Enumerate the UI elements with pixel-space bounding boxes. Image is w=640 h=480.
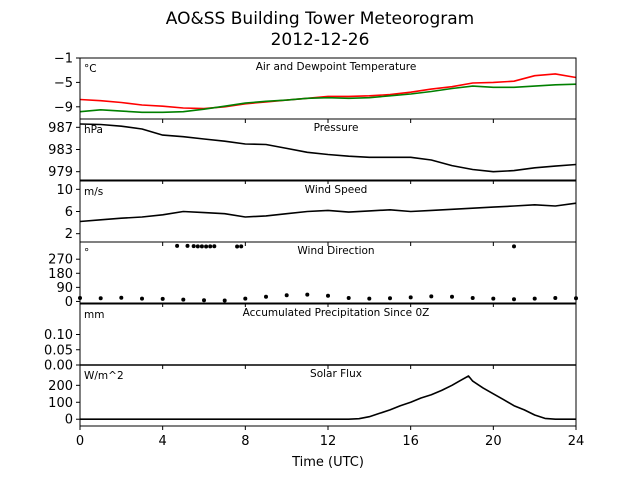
data-point — [512, 297, 516, 302]
data-point — [264, 294, 268, 299]
panel-5: 0.100.050.00 Accumulated Precipitation Si… — [44, 303, 577, 374]
y-tick-label: 0.10 — [44, 328, 73, 343]
data-point — [185, 243, 190, 248]
x-tick-label: 4 — [159, 434, 167, 449]
unit-label: hPa — [84, 124, 103, 136]
y-tick-label: 200 — [48, 379, 73, 394]
data-point — [305, 292, 310, 297]
unit-label: ° — [84, 247, 89, 259]
panel-title: Wind Speed — [305, 184, 368, 196]
data-point — [470, 296, 475, 300]
data-point — [243, 296, 248, 301]
data-point — [346, 296, 351, 300]
y-tick-label: 0.05 — [44, 343, 73, 358]
x-tick-label: 0 — [76, 434, 84, 449]
y-tick-label: 6 — [65, 205, 73, 220]
data-point — [204, 244, 209, 249]
series-line-1 — [79, 73, 577, 110]
data-point — [191, 244, 196, 249]
data-point — [235, 244, 240, 249]
x-tick-label: 24 — [568, 434, 585, 449]
y-tick-label: 983 — [48, 143, 73, 158]
x-tick-label: 8 — [241, 434, 249, 449]
x-tick-label: 12 — [320, 434, 337, 449]
y-tick-label: 100 — [48, 396, 73, 411]
data-point — [140, 296, 144, 301]
panel-2: 987 983 979 Pressure hPa — [48, 118, 577, 184]
y-tick-label: 0 — [65, 295, 73, 310]
data-point — [199, 244, 204, 249]
y-tick-label: −1 — [54, 52, 73, 67]
data-point — [212, 244, 217, 249]
data-point — [450, 294, 454, 299]
panel-title: Wind Direction — [297, 245, 374, 257]
unit-label: m/s — [84, 186, 103, 198]
data-point — [429, 294, 434, 299]
data-point — [553, 296, 558, 300]
series-line-1 — [79, 123, 577, 173]
data-point — [181, 297, 186, 302]
x-tick-label: 16 — [402, 434, 419, 449]
y-tick-label: 979 — [48, 165, 73, 180]
y-tick-label: 0 — [65, 413, 73, 428]
data-point — [208, 244, 213, 249]
data-point — [512, 244, 516, 249]
unit-label: °C — [84, 63, 97, 75]
data-point — [239, 244, 244, 249]
figure-title-line1: AO&SS Building Tower Meteorogram — [166, 9, 474, 29]
x-tick-label: 20 — [485, 434, 502, 449]
figure-title-line2: 2012-12-26 — [271, 30, 370, 50]
data-point — [284, 293, 289, 298]
y-tick-label: 270 — [48, 253, 73, 268]
y-tick-label: 90 — [56, 281, 73, 296]
y-tick-label: −9 — [54, 100, 73, 115]
series-line-1 — [79, 202, 577, 223]
data-point — [408, 295, 413, 300]
panel-3: 10 6 2 Wind Speed m/s — [56, 180, 577, 246]
data-point — [160, 296, 165, 301]
panel-title: Air and Dewpoint Temperature — [256, 61, 417, 73]
data-point — [491, 296, 496, 301]
data-point — [532, 296, 537, 301]
data-point — [195, 244, 200, 249]
y-tick-label: 987 — [48, 121, 73, 136]
data-point — [175, 243, 180, 248]
series-line-2 — [79, 83, 577, 114]
data-point — [388, 296, 392, 301]
panel-1: −1 −5 −9 Air and Dewpoint Temperature °C — [54, 52, 577, 123]
y-tick-label: 2 — [65, 227, 73, 242]
data-point — [367, 296, 372, 301]
y-tick-label: −5 — [54, 76, 73, 91]
series-line-1 — [80, 375, 576, 420]
unit-label: mm — [84, 309, 104, 321]
y-tick-label: 0.00 — [44, 359, 73, 374]
panel-title: Accumulated Precipitation Since 0Z — [243, 307, 430, 319]
panel-title: Solar Flux — [310, 368, 362, 380]
data-point — [98, 296, 103, 301]
data-point — [222, 298, 227, 303]
x-axis-label: Time (UTC) — [291, 455, 364, 470]
data-point — [202, 298, 206, 303]
y-tick-label: 180 — [48, 267, 73, 282]
data-point — [119, 295, 124, 300]
panel-title: Pressure — [314, 122, 359, 134]
panel-6: 200 100 00 4 8 12 16 20 24 Solar Flux W/m^2 — [48, 364, 585, 449]
data-point — [326, 293, 330, 298]
y-tick-label: 10 — [56, 183, 73, 198]
unit-label: W/m^2 — [84, 370, 124, 382]
